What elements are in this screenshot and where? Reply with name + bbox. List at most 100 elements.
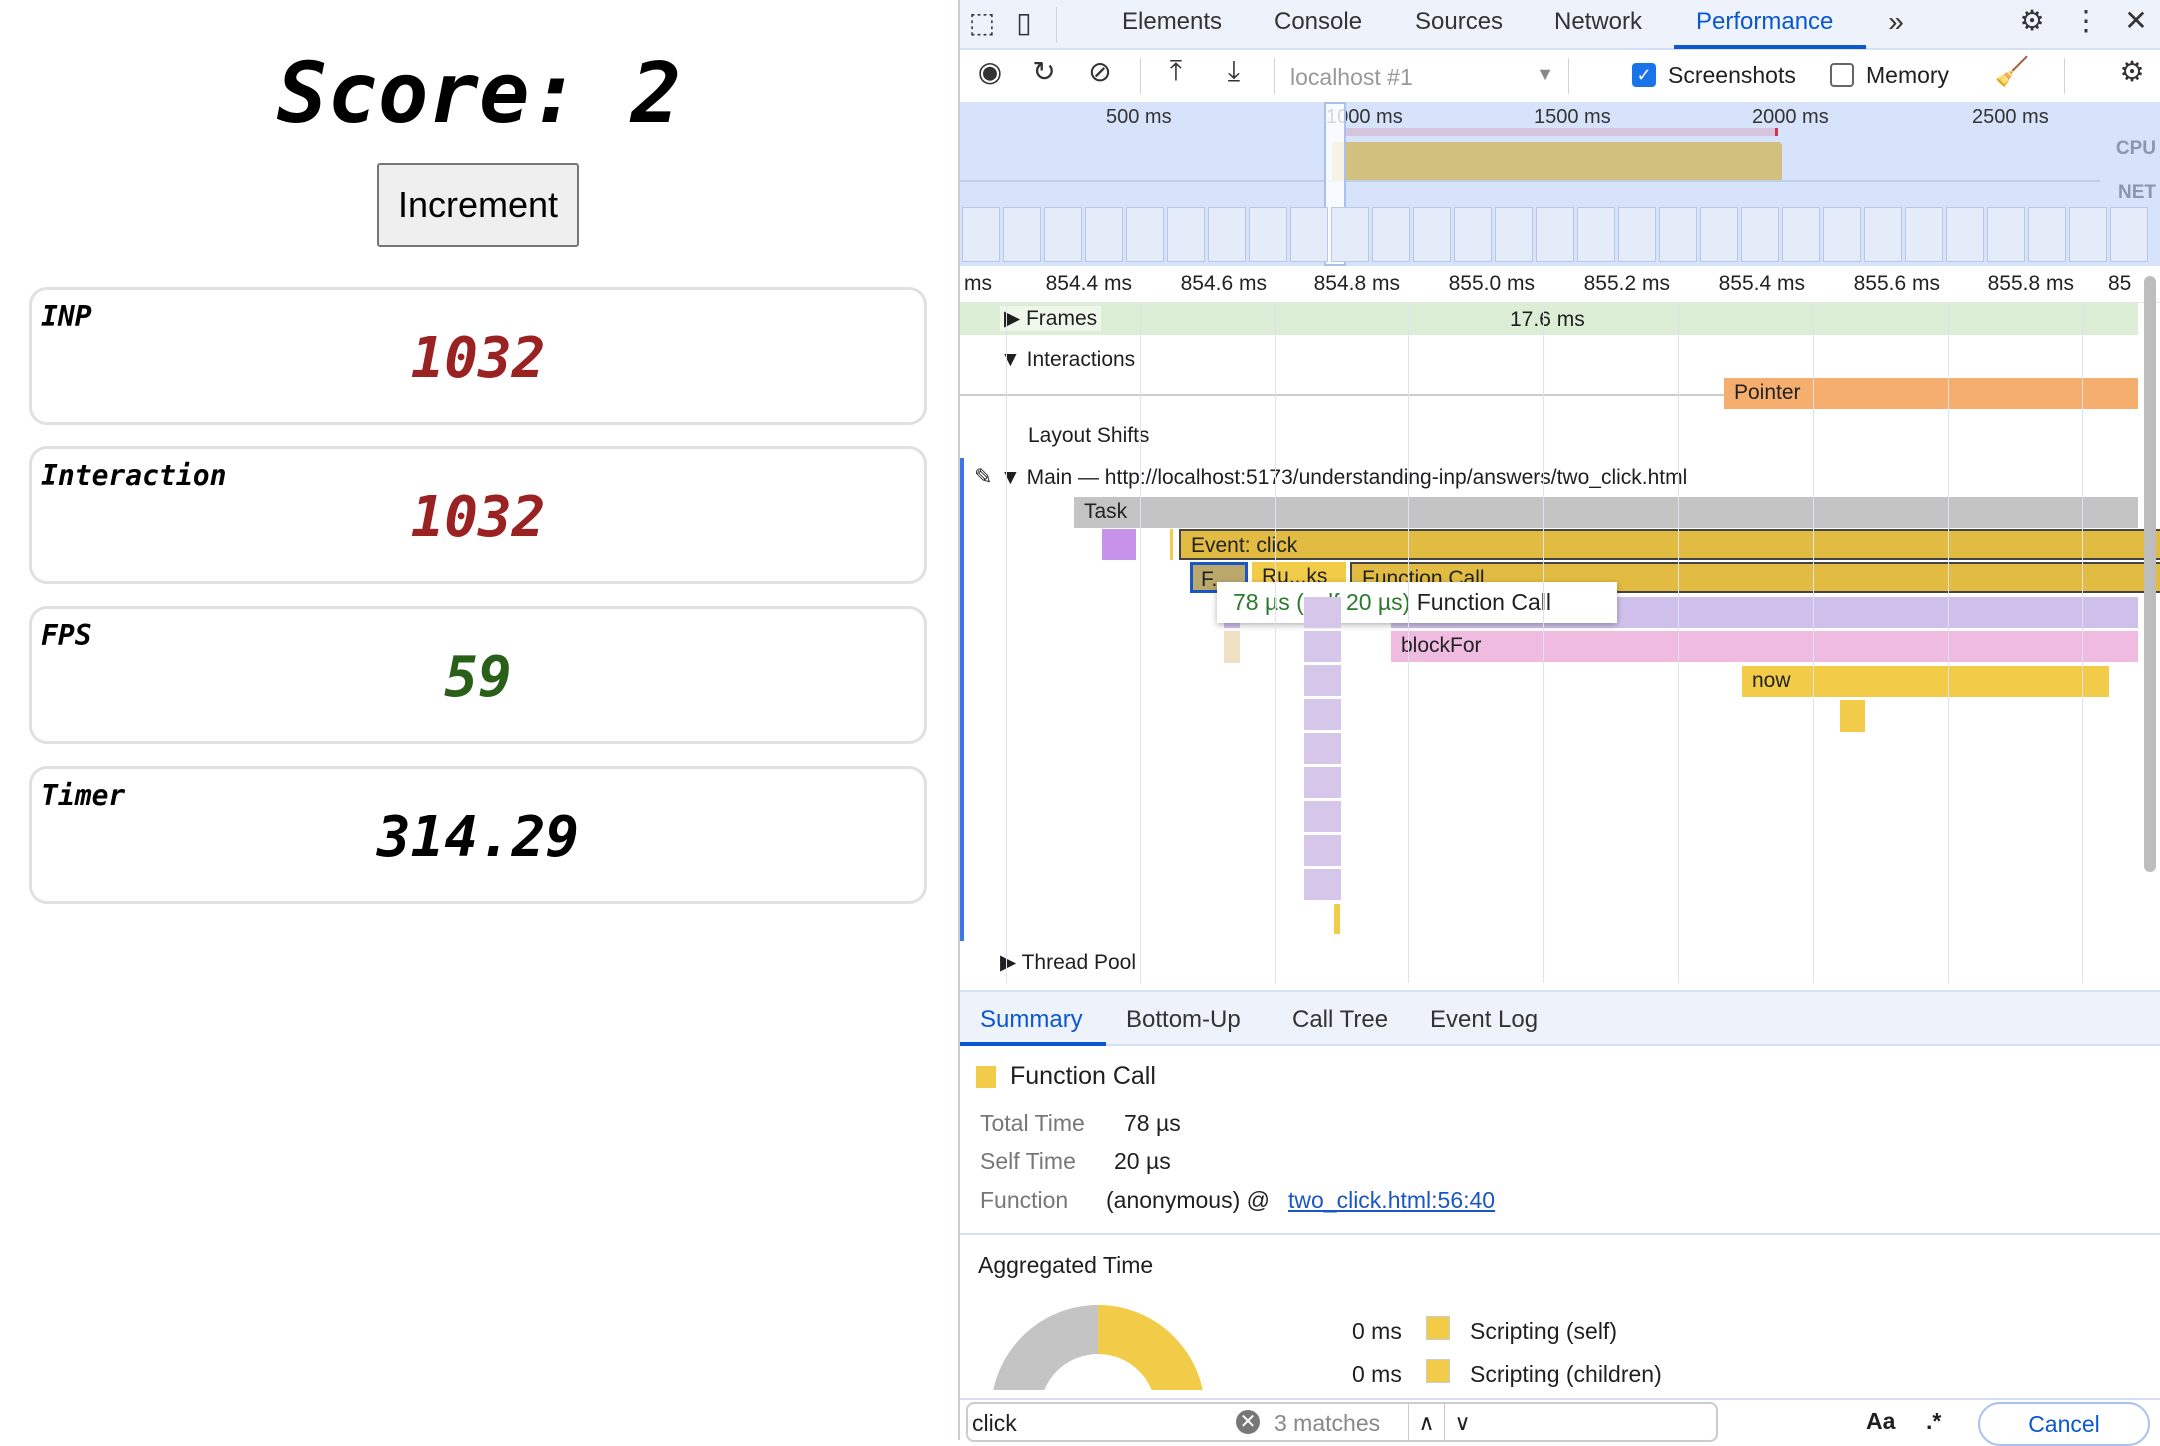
tab-console[interactable]: Console xyxy=(1274,8,1363,35)
tab-call-tree[interactable]: Call Tree xyxy=(1292,1006,1389,1033)
inspect-element-icon[interactable]: ⬚ xyxy=(968,7,996,38)
previous-match-icon[interactable]: ∧ xyxy=(1408,1404,1444,1442)
more-tabs-icon[interactable]: » xyxy=(1888,6,1904,37)
tab-summary[interactable]: Summary xyxy=(980,1006,1083,1033)
reload-record-icon[interactable]: ↻ xyxy=(1032,56,1056,87)
screenshot-thumbnail[interactable] xyxy=(2069,207,2107,262)
source-link[interactable]: two_click.html:56:40 xyxy=(1288,1187,1496,1213)
legend-label: Scripting (self) xyxy=(1470,1318,1617,1344)
screenshot-thumbnail[interactable] xyxy=(1659,207,1697,262)
function-label: Function xyxy=(980,1187,1069,1213)
screenshot-thumbnail[interactable] xyxy=(1782,207,1820,262)
screenshot-thumbnail[interactable] xyxy=(1167,207,1205,262)
timeline-scrollbar[interactable] xyxy=(2144,276,2156,872)
upload-icon[interactable]: ⤒ xyxy=(1169,55,1183,86)
screenshot-thumbnail[interactable] xyxy=(1044,207,1082,262)
long-task-marker xyxy=(1775,128,1778,136)
target-select[interactable]: localhost #1 ▼ xyxy=(1290,58,1560,94)
main-track-title[interactable]: ▼ Main — http://localhost:5173/understan… xyxy=(1000,466,1687,490)
blockfor-bar[interactable]: blockFor xyxy=(1391,631,2138,662)
ruler-tick-label: 855.8 ms xyxy=(1987,272,2074,295)
memory-checkbox[interactable] xyxy=(1830,63,1854,87)
screenshot-thumbnail[interactable] xyxy=(2028,207,2066,262)
divider xyxy=(1056,7,1057,43)
card-label: FPS xyxy=(41,619,92,652)
edit-track-icon[interactable]: ✎ xyxy=(974,464,993,489)
capture-settings-icon[interactable]: ⚙ xyxy=(2119,56,2145,87)
flame-bar xyxy=(1304,733,1341,764)
screenshots-checkbox[interactable]: ✓ xyxy=(1632,63,1656,87)
donut-scripting-slice xyxy=(1098,1305,1203,1390)
expand-arrow-icon: ▶ xyxy=(1000,951,1022,974)
increment-button[interactable]: Increment xyxy=(377,163,579,247)
overview-tick: 2500 ms xyxy=(1972,106,2049,128)
flame-bar xyxy=(1304,631,1341,662)
screenshot-thumbnail[interactable] xyxy=(1372,207,1410,262)
screenshot-thumbnail[interactable] xyxy=(1864,207,1902,262)
screenshot-thumbnail[interactable] xyxy=(1003,207,1041,262)
screenshot-thumbnail[interactable] xyxy=(1249,207,1287,262)
timeline-overview[interactable]: 500 ms 1000 ms 1500 ms 2000 ms 2500 ms C… xyxy=(960,102,2160,266)
screenshot-thumbnail[interactable] xyxy=(1208,207,1246,262)
event-click-bar[interactable]: Event: click xyxy=(1179,529,2160,560)
total-time-label: Total Time xyxy=(980,1110,1085,1136)
now-bar[interactable]: now xyxy=(1742,666,2109,697)
tab-sources[interactable]: Sources xyxy=(1415,8,1504,35)
device-toolbar-icon[interactable]: ▯ xyxy=(1016,7,1032,38)
clear-icon[interactable]: ⊘ xyxy=(1088,56,1112,87)
divider xyxy=(1140,58,1141,94)
tab-bottom-up[interactable]: Bottom-Up xyxy=(1126,1006,1241,1033)
settings-icon[interactable]: ⚙ xyxy=(2019,5,2045,36)
screenshot-thumbnail[interactable] xyxy=(1741,207,1779,262)
tab-elements[interactable]: Elements xyxy=(1122,8,1223,35)
download-icon[interactable]: ⤓ xyxy=(1227,55,1241,86)
cancel-search-button[interactable]: Cancel xyxy=(1978,1402,2150,1446)
cpu-activity-area xyxy=(1332,142,1782,180)
thread-pool-track-title[interactable]: ▶ Thread Pool xyxy=(1000,950,1136,975)
match-case-toggle[interactable]: Aa xyxy=(1866,1408,1896,1434)
more-options-icon[interactable]: ⋮ xyxy=(2072,5,2100,36)
task-bar[interactable]: Task xyxy=(1074,497,2138,528)
legend-swatch xyxy=(1426,1316,1450,1340)
flame-bar xyxy=(1840,700,1865,732)
search-input[interactable]: click ✕ 3 matches ∧ ∨ xyxy=(966,1402,1718,1442)
screenshot-thumbnail[interactable] xyxy=(1413,207,1451,262)
screenshot-thumbnail[interactable] xyxy=(1454,207,1492,262)
track-label: Interactions xyxy=(1026,348,1136,371)
net-label: NET xyxy=(2118,182,2156,203)
screenshot-thumbnail[interactable] xyxy=(1577,207,1615,262)
screenshot-thumbnail[interactable] xyxy=(1536,207,1574,262)
screenshot-thumbnail[interactable] xyxy=(1618,207,1656,262)
divider xyxy=(960,1233,2160,1235)
interactions-track-title[interactable]: ▼ Interactions xyxy=(1000,348,1135,372)
tab-network[interactable]: Network xyxy=(1554,8,1643,35)
gridline xyxy=(1948,303,1949,983)
inp-card: INP 1032 xyxy=(29,287,927,425)
screenshot-thumbnail[interactable] xyxy=(962,207,1000,262)
collect-garbage-icon[interactable]: 🧹 xyxy=(1994,56,2030,87)
screenshot-thumbnail[interactable] xyxy=(1987,207,2025,262)
screenshot-thumbnail[interactable] xyxy=(1905,207,1943,262)
tab-performance[interactable]: Performance xyxy=(1696,8,1834,35)
screenshot-thumbnail[interactable] xyxy=(1946,207,1984,262)
cpu-label: CPU xyxy=(2115,138,2156,159)
clear-search-icon[interactable]: ✕ xyxy=(1236,1410,1260,1434)
close-icon[interactable]: ✕ xyxy=(2124,5,2148,36)
flame-bar xyxy=(1224,631,1240,663)
screenshot-thumbnail[interactable] xyxy=(1126,207,1164,262)
frames-track[interactable]: ▶ Frames 17.6 ms xyxy=(960,303,2138,335)
screenshot-thumbnail[interactable] xyxy=(2110,207,2148,262)
screenshot-thumbnail[interactable] xyxy=(1700,207,1738,262)
regex-toggle[interactable]: .* xyxy=(1926,1408,1942,1434)
screenshot-thumbnail[interactable] xyxy=(1823,207,1861,262)
record-icon[interactable]: ◉ xyxy=(977,56,1003,87)
screenshot-thumbnail[interactable] xyxy=(1495,207,1533,262)
ruler-tick-label: 855.0 ms xyxy=(1448,272,1535,295)
screenshot-thumbnail[interactable] xyxy=(1085,207,1123,262)
function-value: (anonymous) @ xyxy=(1106,1187,1277,1213)
next-match-icon[interactable]: ∨ xyxy=(1444,1404,1480,1442)
screenshot-thumbnail[interactable] xyxy=(1331,207,1369,262)
tab-event-log[interactable]: Event Log xyxy=(1430,1006,1539,1033)
pointer-interaction-bar[interactable]: Pointer xyxy=(1724,378,2138,409)
screenshot-thumbnail[interactable] xyxy=(1290,207,1328,262)
